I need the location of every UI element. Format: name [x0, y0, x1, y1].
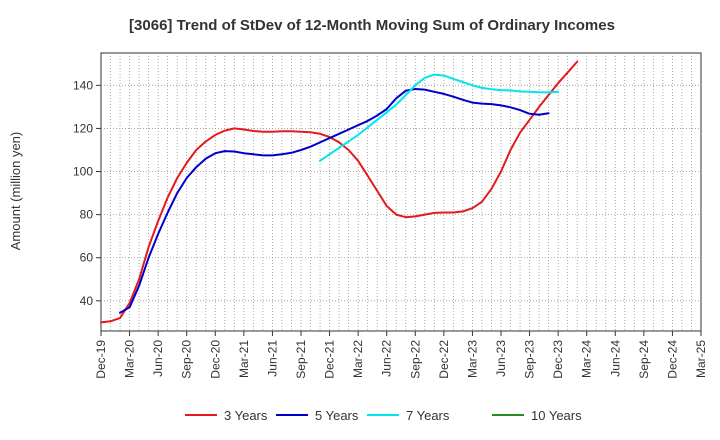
x-tick-label: Mar-22: [351, 340, 365, 378]
x-tick-label: Dec-23: [551, 340, 565, 379]
x-tick-label: Mar-24: [580, 340, 594, 378]
x-axis-ticks: Dec-19 Mar-20 Jun-20 Sep-20 Dec-20 Mar-21 Jun-…: [94, 331, 708, 379]
legend-item: 10 Years: [492, 408, 582, 423]
x-tick-label: Jun-22: [380, 340, 394, 377]
x-tick-label: Jun-23: [494, 340, 508, 377]
legend-label: 10 Years: [531, 408, 582, 423]
y-axis-label: Amount (million yen): [8, 132, 23, 251]
x-tick-label: Dec-21: [323, 340, 337, 379]
y-axis-ticks: 40 60 80 100 120 140: [73, 78, 101, 308]
x-tick-label: Mar-21: [237, 340, 251, 378]
legend-label: 7 Years: [406, 408, 450, 423]
x-tick-label: Dec-20: [208, 340, 222, 379]
y-tick-label: 100: [73, 165, 93, 179]
x-tick-label: Dec-22: [437, 340, 451, 379]
series-line-3: [319, 73, 560, 162]
legend-item: 3 Years: [185, 408, 268, 423]
x-tick-label: Sep-21: [294, 340, 308, 379]
x-tick-label: Mar-20: [123, 340, 137, 378]
x-tick-label: Mar-23: [465, 340, 479, 378]
legend-label: 5 Years: [315, 408, 359, 423]
x-tick-label: Jun-20: [151, 340, 165, 377]
legend: 3 Years 5 Years 7 Years 10 Years: [185, 408, 582, 423]
y-tick-label: 120: [73, 121, 93, 135]
series-layer: [100, 60, 579, 324]
chart-title: [3066] Trend of StDev of 12-Month Moving…: [129, 17, 615, 34]
legend-item: 5 Years: [276, 408, 359, 423]
y-tick-label: 140: [73, 78, 93, 92]
x-tick-label: Sep-22: [408, 340, 422, 379]
y-tick-label: 60: [80, 251, 94, 265]
x-tick-label: Sep-23: [523, 340, 537, 379]
y-tick-label: 80: [80, 208, 94, 222]
y-tick-label: 40: [80, 294, 94, 308]
x-tick-label: Jun-21: [265, 340, 279, 377]
legend-item: 7 Years: [367, 408, 450, 423]
series-line-1: [100, 60, 579, 324]
grid-lines: [101, 53, 701, 331]
x-tick-label: Dec-24: [665, 340, 679, 379]
x-tick-label: Sep-20: [180, 340, 194, 379]
series-line-2: [119, 88, 550, 314]
x-tick-label: Jun-24: [608, 340, 622, 377]
legend-label: 3 Years: [224, 408, 268, 423]
x-tick-label: Dec-19: [94, 340, 108, 379]
x-tick-label: Sep-24: [637, 340, 651, 379]
x-tick-label: Mar-25: [694, 340, 708, 378]
